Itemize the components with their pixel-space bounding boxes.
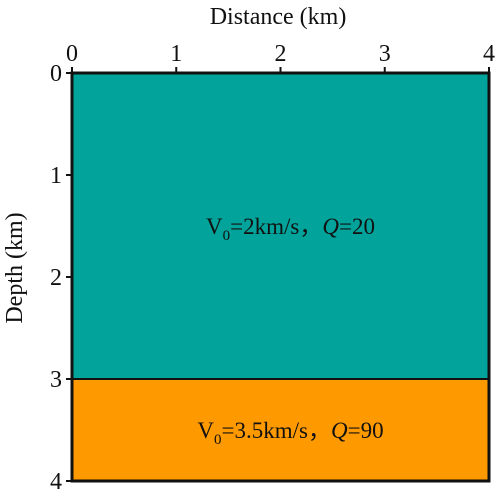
- x-tick-label: 4: [483, 41, 495, 67]
- y-tick-label: 1: [50, 163, 62, 189]
- y-tick-label: 0: [50, 61, 62, 87]
- x-axis-title: Distance (km): [210, 4, 347, 30]
- layer-2-fill: [72, 379, 489, 481]
- y-tick-label: 4: [50, 469, 62, 495]
- x-tick-label: 1: [170, 41, 182, 67]
- x-tick-label: 3: [379, 41, 391, 67]
- y-tick-label: 3: [50, 367, 62, 393]
- layer-1-label: V0=2km/s，Q=20: [206, 214, 375, 244]
- layer-1-fill: [72, 73, 489, 379]
- x-tick-label: 0: [66, 41, 78, 67]
- axes-group: 0 1 2 3 4 0 1 2 3 4: [50, 41, 495, 495]
- x-tick-label: 2: [275, 41, 287, 67]
- y-tick-label: 2: [50, 265, 62, 291]
- y-axis-title: Depth (km): [2, 212, 28, 323]
- layers-group: V0=2km/s，Q=20 V0=3.5km/s，Q=90: [72, 73, 489, 481]
- layer-2-label: V0=3.5km/s，Q=90: [197, 418, 383, 448]
